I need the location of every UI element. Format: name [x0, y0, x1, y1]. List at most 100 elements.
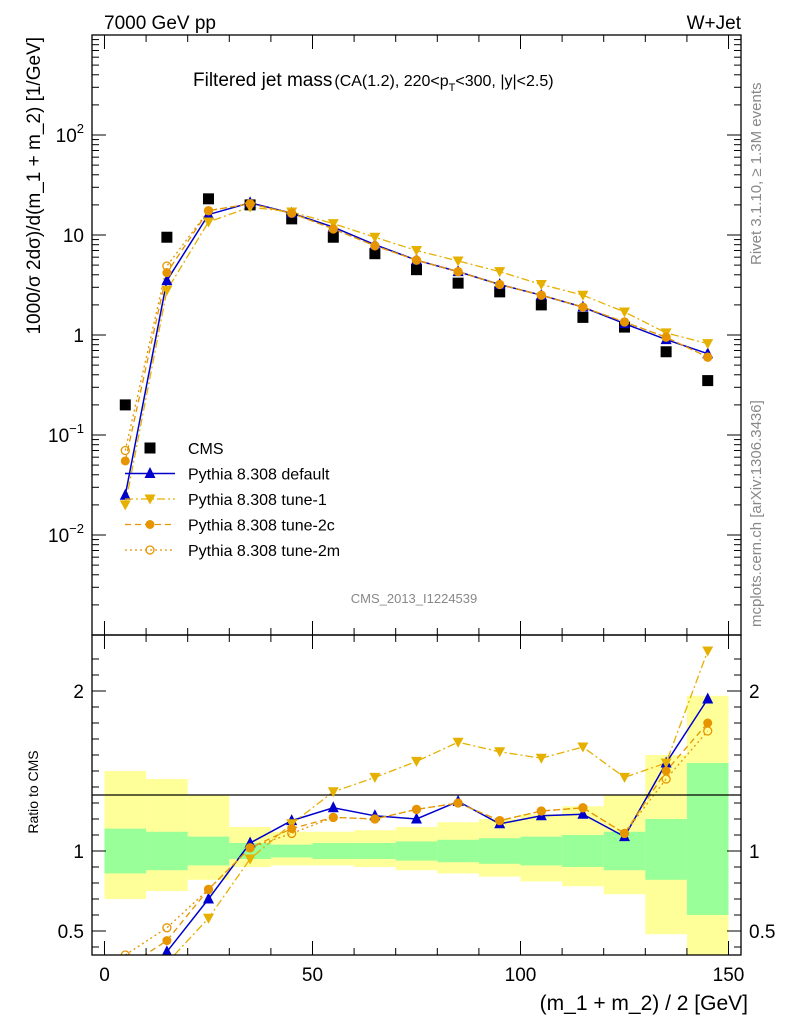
point-tune1: [619, 307, 631, 318]
plot-title-sub: (CA(1.2), 220<p: [334, 73, 448, 90]
main-y-tick-exponent: −2: [69, 521, 84, 536]
side-annotation-top: Rivet 3.1.10, ≥ 1.3M events: [748, 83, 765, 266]
plot-title-main: Filtered jet mass: [193, 70, 332, 91]
point-tune2m: [411, 255, 422, 265]
ratio-point-tune2c: [453, 798, 463, 808]
main-series-markers: [119, 193, 714, 511]
legend-marker-default: [144, 467, 156, 478]
point-tune2c: [203, 206, 213, 216]
point-tune1: [494, 267, 506, 278]
ratio-y-axis-label: Ratio to CMS: [25, 750, 41, 833]
ratio-point-default: [702, 692, 714, 704]
point-tune1: [327, 219, 339, 230]
point-cms: [494, 286, 506, 298]
ratio-point-tune1: [535, 753, 547, 764]
ratio-y-tick-label-right: 0.5: [749, 922, 775, 943]
point-cms: [452, 277, 464, 289]
band-inner-bin: [104, 828, 147, 874]
ratio-point-tune2c: [495, 816, 505, 826]
point-tune2c: [453, 267, 463, 277]
point-tune2c: [578, 302, 588, 312]
ratio-point-tune2c: [162, 936, 172, 946]
ratio-point-tune1: [244, 854, 256, 865]
point-tune2c: [703, 352, 713, 362]
ratio-point-tune1: [120, 991, 131, 1001]
point-tune2m: [162, 261, 172, 271]
point-tune2c: [162, 268, 172, 278]
point-tune1: [119, 500, 131, 511]
legend-marker-tune2m: [145, 545, 155, 555]
ratio-y-tick-label-right: 1: [749, 842, 760, 863]
point-tune1: [577, 290, 589, 301]
analysis-watermark: CMS_2013_I1224539: [351, 591, 478, 606]
ratio-series-markers: [120, 646, 714, 1001]
x-tick-label: 0: [99, 965, 110, 986]
ratio-point-tune2m: [162, 923, 172, 933]
ratio-point-default: [327, 801, 339, 813]
point-tune2c: [370, 241, 380, 251]
point-tune2c: [245, 199, 255, 209]
ratio-point-tune2m: [495, 815, 505, 826]
point-tune2c: [661, 332, 671, 342]
point-cms: [202, 193, 214, 205]
main-y-tick-label: 10−2: [48, 521, 84, 547]
ratio-point-tune2m: [578, 803, 588, 813]
header-right: W+Jet: [687, 13, 742, 34]
ratio-point-tune2c: [578, 803, 588, 813]
point-tune2m: [703, 352, 713, 362]
plot-title-sub-t: T: [449, 82, 456, 94]
ratio-point-default: [202, 892, 214, 904]
ratio-point-tune1: [452, 737, 464, 748]
ratio-point-default: [411, 812, 422, 824]
ratio-point-tune2m: [453, 798, 463, 808]
ratio-point-tune1: [494, 747, 506, 758]
plot-title-sub-end: <300, |y|<2.5): [455, 73, 553, 90]
ratio-point-default: [577, 807, 589, 819]
point-tune2c: [536, 290, 546, 300]
ratio-point-tune2c: [370, 814, 380, 824]
point-tune2c: [495, 279, 505, 289]
ratio-point-tune1: [577, 742, 589, 753]
point-cms: [660, 346, 672, 358]
band-inner-bin: [645, 819, 687, 880]
ratio-point-tune1: [660, 758, 672, 769]
point-cms: [369, 248, 381, 260]
plot-title: Filtered jet mass (CA(1.2), 220<pT<300, |…: [193, 70, 554, 94]
band-inner-bin: [395, 841, 438, 861]
band-inner-bin: [520, 836, 563, 866]
point-tune2m: [661, 332, 671, 342]
ratio-uncertainty-bands: [104, 695, 729, 955]
legend-marker-tune1: [144, 494, 156, 505]
ratio-point-tune2c: [203, 884, 213, 894]
ratio-point-tune2m: [120, 950, 130, 955]
ratio-point-tune1: [369, 772, 381, 783]
point-tune1: [702, 339, 714, 350]
ratio-line-tune2m: [124, 730, 709, 955]
point-tune1: [369, 232, 381, 243]
ratio-point-tune2m: [536, 806, 546, 816]
point-tune1: [161, 285, 173, 296]
ratio-point-tune2c: [703, 718, 713, 728]
legend-label-default: Pythia 8.308 default: [188, 467, 330, 484]
band-inner-bin: [354, 843, 396, 859]
ratio-point-tune1: [619, 772, 631, 783]
ratio-point-tune1: [411, 756, 422, 767]
x-tick-label: 150: [713, 965, 745, 986]
main-y-tick-base: 10: [63, 226, 84, 247]
point-tune2m: [328, 224, 338, 234]
point-tune1: [452, 256, 464, 267]
x-axis-label: (m_1 + m_2) / 2 [GeV]: [540, 992, 748, 1015]
point-tune2m: [203, 206, 214, 216]
point-tune2m: [495, 279, 505, 290]
ratio-point-tune2c: [412, 804, 421, 814]
main-y-tick-label: 10−1: [48, 421, 84, 447]
point-tune1: [535, 279, 547, 290]
ratio-point-tune2c: [620, 828, 630, 838]
ratio-point-tune2c: [245, 843, 255, 853]
ratio-point-tune2m: [203, 884, 214, 895]
band-inner-bin: [187, 836, 230, 866]
ratio-point-tune2c: [121, 963, 130, 972]
main-y-tick-exponent: 2: [77, 121, 84, 136]
ratio-y-tick-label-right: 2: [749, 682, 760, 703]
